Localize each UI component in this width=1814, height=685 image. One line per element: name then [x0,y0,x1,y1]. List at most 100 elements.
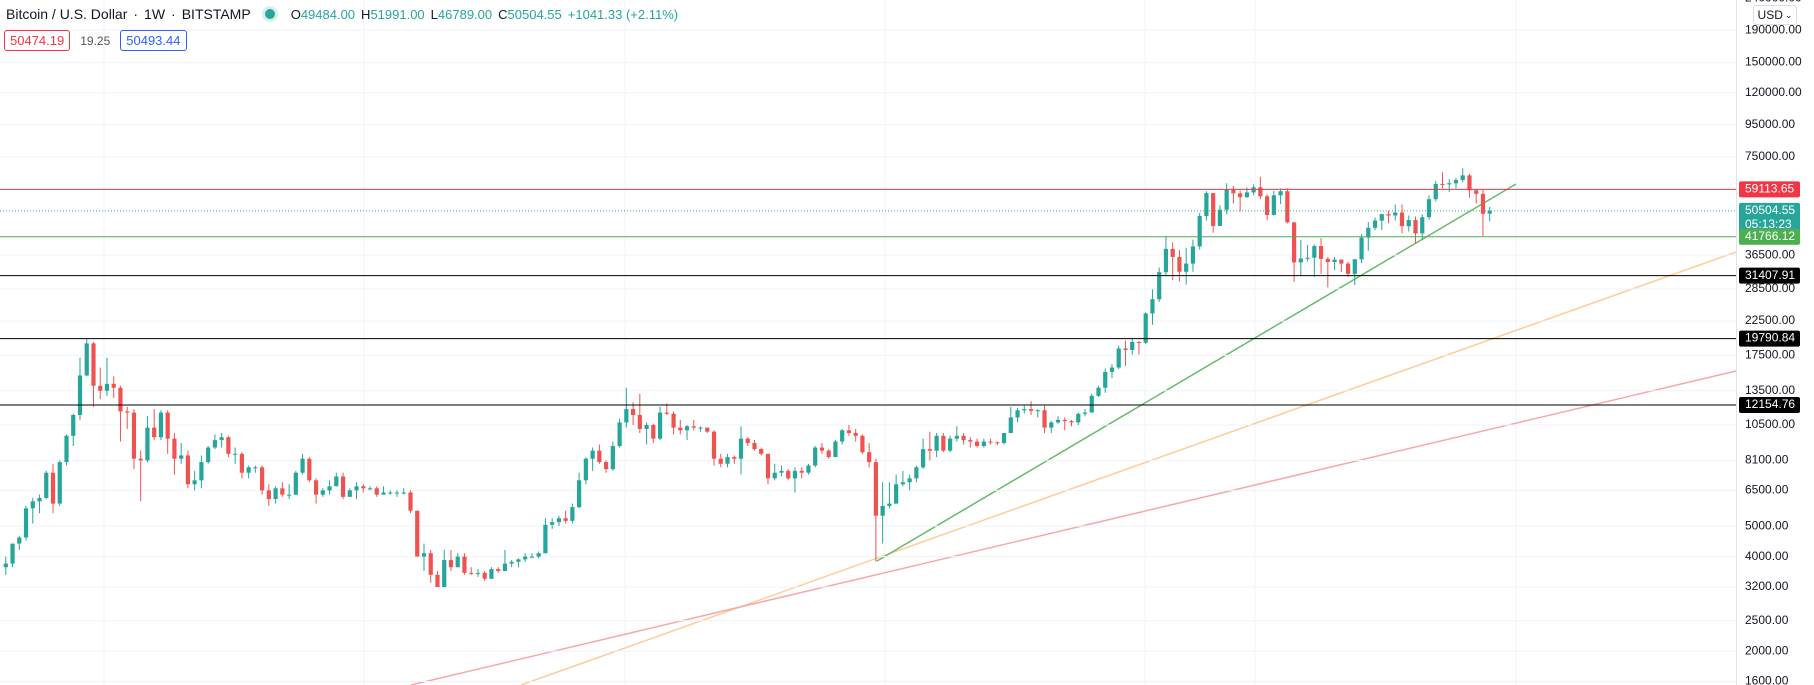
candle-body [1312,246,1317,258]
candle-body [974,441,980,447]
candle-body [401,492,406,494]
candle-body [455,556,460,568]
candle-body [523,556,528,560]
candle-body [1278,191,1283,196]
candle-body [131,412,137,459]
candle-body [1244,192,1249,198]
candle-body [1150,299,1155,314]
candle-body [84,343,89,376]
candle-body [165,412,170,439]
chevron: ⌄ [1784,9,1793,20]
candle-body [1366,227,1371,238]
trendline[interactable] [410,370,1737,685]
candle-body [934,435,939,451]
trendline[interactable] [520,251,1737,685]
candle-body [1130,341,1135,350]
buy-button[interactable]: 50493.44 [120,30,187,51]
candle-body [516,559,521,562]
price-level-label: 59113.65 [1745,182,1794,196]
candle-body [738,438,744,459]
candle-body [17,537,22,544]
separator: · [171,6,176,22]
candle-body [813,447,818,466]
y-tick-label: 75000.00 [1745,149,1795,163]
candle-body [334,476,339,487]
candle-body [1487,210,1492,214]
candle-body [691,426,696,428]
candle-body [1379,214,1384,221]
candle-body [819,447,825,451]
candle-body [941,435,946,451]
interval[interactable]: 1W [144,6,166,22]
candle-body [1474,190,1479,194]
y-tick-label: 95000.00 [1745,117,1795,131]
candle-body [550,522,555,525]
candle-body [1305,257,1310,259]
candle-body [860,435,865,453]
candle-body [367,488,373,490]
candle-body [678,427,683,431]
sell-button[interactable]: 50474.19 [4,30,71,51]
y-tick-label: 5000.00 [1745,518,1789,532]
candle-body [435,574,440,588]
symbol[interactable]: Bitcoin / U.S. Dollar [6,6,128,22]
candle-body [293,472,298,495]
candle-body [98,385,103,391]
candle-body [1447,183,1452,185]
candle-body [1089,395,1094,413]
candle-body [226,437,231,454]
y-tick-label: 28500.00 [1745,281,1795,295]
candle-body [1393,212,1398,216]
candle-body [556,518,561,523]
market-status[interactable] [264,9,275,19]
candle-body [340,476,346,497]
candle-body [651,424,656,439]
candle-body [307,458,312,481]
candle-body [1339,259,1344,264]
candle-body [867,452,872,463]
candle-body [71,414,76,436]
candle-body [853,433,858,436]
candle-body [394,492,400,494]
candle-body [239,453,244,473]
ohlc-key: O [290,6,301,22]
candle-body [563,518,568,521]
candle-body [253,467,258,469]
candle-body [1197,216,1202,247]
candle-body [1440,183,1445,185]
countdown: 05:13:23 [1745,217,1792,231]
candle-body [125,411,130,413]
price-level-box [1739,267,1800,284]
y-tick-label: 190000.00 [1745,22,1802,36]
candle-body [927,449,932,451]
candle-body [266,490,271,500]
candle-body [671,413,676,428]
candle-body [145,427,150,461]
ohlc-key: L [430,6,438,22]
candle-body [806,465,811,473]
candle-body [1467,175,1472,191]
candle-body [1406,220,1411,227]
candle-body [981,441,986,447]
candle-body [995,442,1000,444]
candle-body [1190,246,1196,264]
candle-body [1177,256,1182,272]
candle-body [428,553,433,575]
candle-body [152,427,157,438]
price-level-box [1739,228,1800,245]
trendline[interactable] [876,183,1517,562]
y-tick-label: 10500.00 [1745,417,1795,431]
candle-body [873,462,879,516]
candle-body [469,572,474,574]
currency-select[interactable]: USD ⌄ [1753,5,1797,25]
candle-body [347,490,352,497]
candle-body [1298,258,1303,263]
candle-body [732,457,737,459]
candle-body [1184,263,1189,272]
candle-body [1285,191,1290,223]
candle-body [320,490,325,495]
candle-body [509,561,514,564]
candle-body [104,383,110,391]
price-level-box [1739,330,1800,347]
